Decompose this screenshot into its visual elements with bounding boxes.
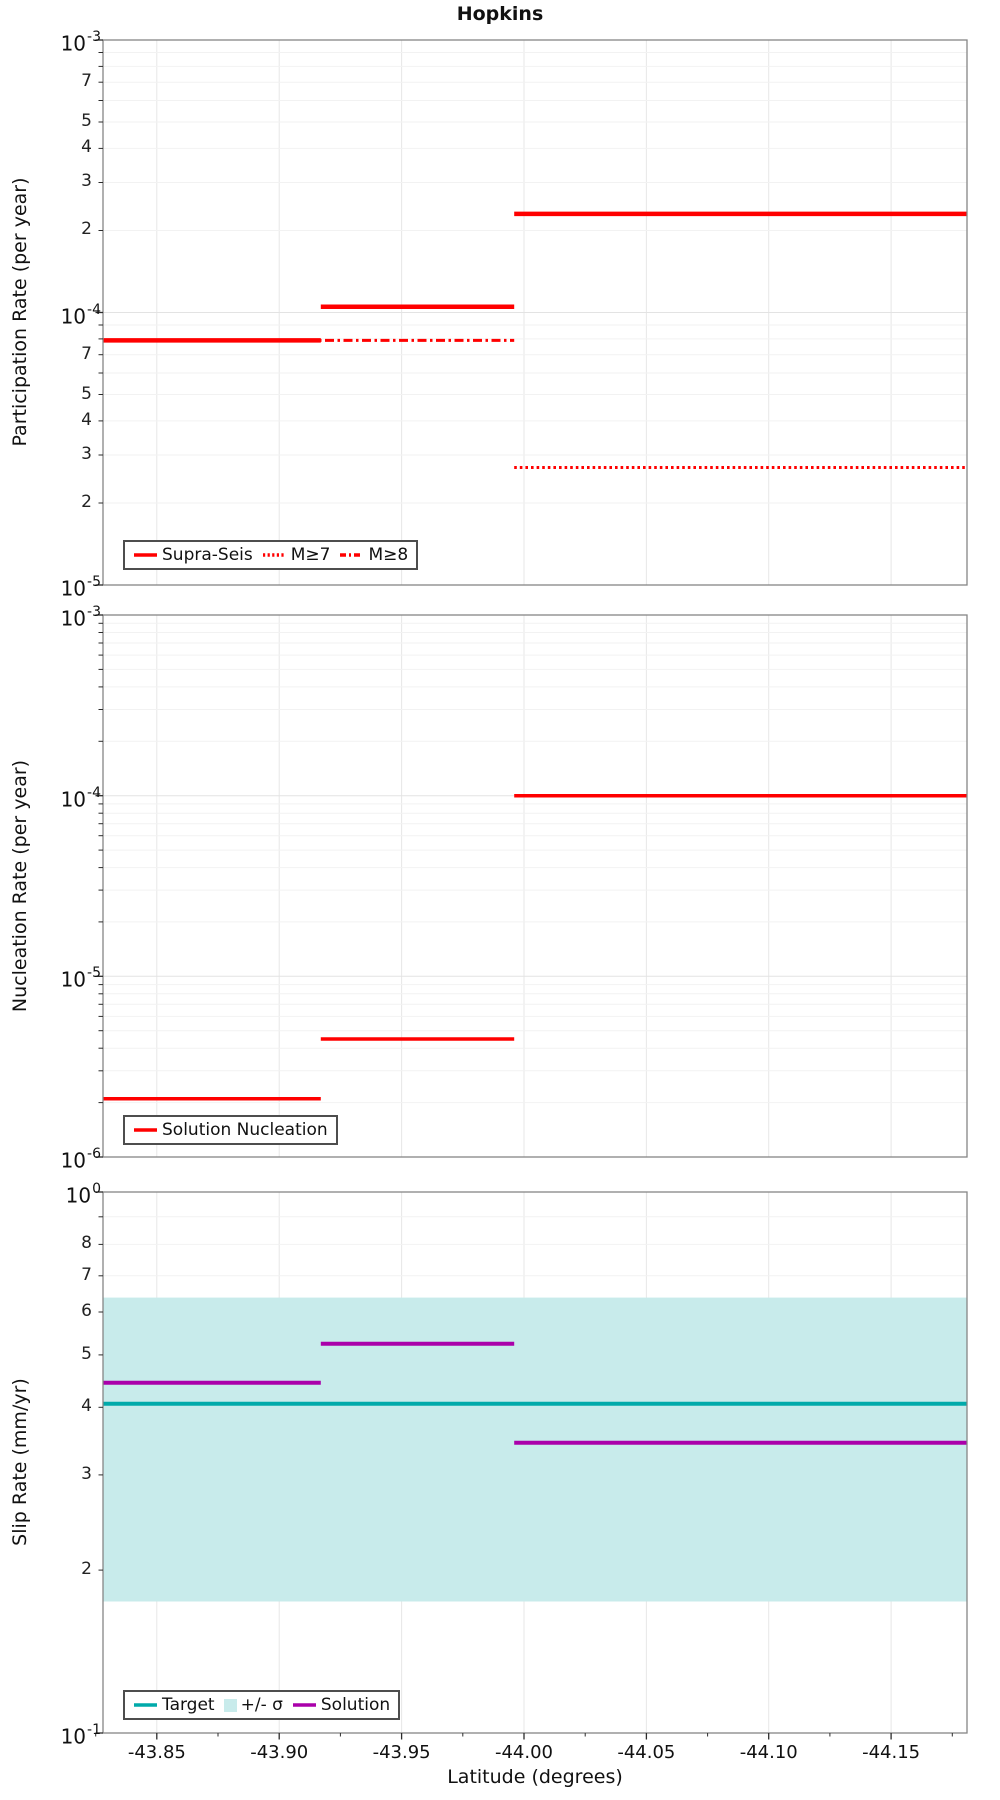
y-tick-label-minor: 4 bbox=[81, 1396, 92, 1417]
legend-nucleation: Solution Nucleation bbox=[123, 1115, 338, 1145]
y-tick-label-major: 10-3 bbox=[60, 29, 101, 56]
y-tick-label-major: 10-6 bbox=[60, 1146, 101, 1173]
y-tick-label-minor: 5 bbox=[81, 1343, 92, 1364]
y-tick-label-minor: 3 bbox=[81, 1463, 92, 1484]
sigma-patch-icon bbox=[223, 1698, 237, 1712]
y-tick-label-minor: 8 bbox=[81, 1233, 92, 1254]
y-tick-label-minor: 5 bbox=[81, 383, 92, 404]
y-axis-title-slip-rate: Slip Rate (mm/yr) bbox=[9, 1378, 31, 1546]
legend-label: +/- σ bbox=[240, 1695, 283, 1715]
x-tick-label: -43.90 bbox=[250, 1742, 309, 1763]
legend-label: Supra-Seis bbox=[162, 545, 253, 565]
y-tick-label-minor: 7 bbox=[81, 1264, 92, 1285]
line-solid-icon bbox=[134, 553, 157, 557]
y-tick-label-minor: 2 bbox=[81, 219, 92, 240]
y-tick-label-major: 10-5 bbox=[60, 574, 101, 601]
line-solid-icon bbox=[134, 1703, 157, 1707]
panel-nucleation-plot bbox=[103, 615, 967, 1157]
y-tick-label-minor: 4 bbox=[81, 409, 92, 430]
y-tick-label-minor: 4 bbox=[81, 137, 92, 158]
legend-label: M≥8 bbox=[368, 545, 409, 565]
y-axis-title-nucleation: Nucleation Rate (per year) bbox=[9, 759, 31, 1013]
x-tick-label: -44.05 bbox=[617, 1742, 676, 1763]
sigma-band bbox=[103, 1297, 967, 1602]
line-dotted-icon bbox=[262, 553, 286, 557]
x-axis-title: Latitude (degrees) bbox=[447, 1766, 623, 1788]
x-tick-label: -44.15 bbox=[862, 1742, 921, 1763]
legend-label: Target bbox=[162, 1695, 215, 1715]
x-tick-label: -43.85 bbox=[127, 1742, 186, 1763]
y-tick-label-minor: 5 bbox=[81, 111, 92, 132]
y-tick-label-major: 10-5 bbox=[60, 965, 101, 992]
y-tick-label-major: 10-4 bbox=[60, 301, 101, 329]
legend-slip-rate: Target +/- σ Solution bbox=[123, 1690, 401, 1720]
y-tick-label-major: 10-1 bbox=[60, 1722, 101, 1749]
y-tick-label-minor: 6 bbox=[81, 1301, 92, 1322]
legend-participation: Supra-Seis M≥7 M≥8 bbox=[123, 540, 419, 570]
panel-border bbox=[102, 1191, 968, 1734]
legend-item-supra-seis: Supra-Seis bbox=[133, 545, 253, 565]
y-tick-label-minor: 2 bbox=[81, 1559, 92, 1580]
y-tick-label-major: 10-3 bbox=[60, 604, 101, 631]
chart-title: Hopkins bbox=[456, 3, 544, 25]
legend-item-target: Target bbox=[133, 1695, 215, 1715]
line-solid-icon bbox=[134, 1128, 157, 1132]
y-tick-label-minor: 7 bbox=[81, 71, 92, 92]
panel-border bbox=[102, 614, 968, 1158]
legend-item--: +/- σ bbox=[223, 1695, 283, 1715]
legend-label: Solution bbox=[320, 1695, 391, 1715]
legend-label: Solution Nucleation bbox=[162, 1120, 328, 1140]
x-tick-label: -44.10 bbox=[739, 1742, 798, 1763]
legend-item-solution-nucleation: Solution Nucleation bbox=[133, 1120, 328, 1140]
legend-item-solution: Solution bbox=[292, 1695, 390, 1715]
line-solid-icon bbox=[292, 1703, 316, 1707]
y-tick-label-minor: 3 bbox=[81, 443, 92, 464]
y-tick-label-minor: 2 bbox=[81, 491, 92, 512]
legend-item-m-7: M≥7 bbox=[262, 545, 331, 565]
line-dashdot-icon bbox=[340, 553, 364, 557]
y-tick-label-major: 10-4 bbox=[60, 784, 101, 812]
x-tick-label: -44.00 bbox=[494, 1742, 553, 1763]
y-tick-label-minor: 3 bbox=[81, 171, 92, 192]
y-tick-label-minor: 7 bbox=[81, 343, 92, 364]
legend-item-m-8: M≥8 bbox=[339, 545, 408, 565]
y-tick-label-major: 100 bbox=[65, 1181, 101, 1208]
x-tick-label: -43.95 bbox=[372, 1742, 431, 1763]
legend-label: M≥7 bbox=[290, 545, 331, 565]
